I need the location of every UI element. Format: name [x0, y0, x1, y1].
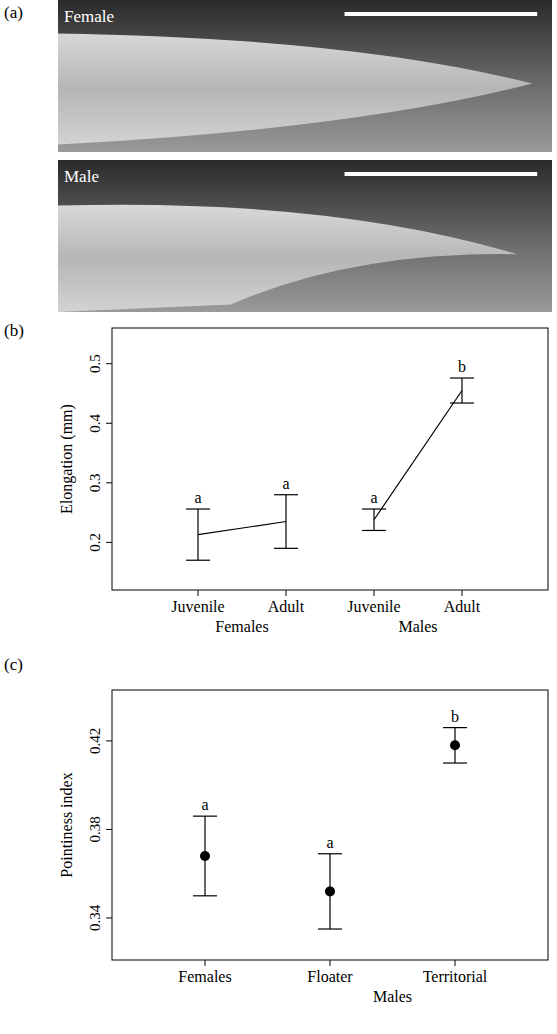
x-tick-label: Floater [307, 968, 353, 985]
error-cap [274, 494, 298, 495]
error-cap [274, 548, 298, 549]
scale-bar [345, 172, 538, 176]
x-tick [286, 590, 287, 596]
figure: (a) Female Male (b) 0.2 0.3 0.4 0.5 Elongation (… [0, 0, 557, 1034]
plot-marks [193, 728, 467, 929]
error-cap [450, 377, 474, 378]
x-tick-label: Adult [444, 598, 481, 615]
y-tick-label: 0.4 [87, 413, 103, 432]
error-bar [197, 509, 198, 560]
plot-frame [112, 328, 548, 590]
y-tick [106, 482, 112, 483]
point [450, 740, 460, 750]
plot-marks [186, 378, 474, 560]
series-line [374, 391, 462, 520]
error-cap [362, 508, 386, 509]
plot-frame [112, 690, 548, 960]
error-cap [318, 853, 342, 854]
y-tick-label: 0.34 [87, 904, 103, 931]
y-tick-label: 0.2 [87, 533, 103, 552]
error-cap [186, 560, 210, 561]
photo [58, 0, 552, 152]
group-label: Females [215, 618, 268, 635]
group-label: Males [373, 988, 412, 1005]
error-cap [186, 508, 210, 509]
error-cap [193, 816, 217, 817]
point [325, 886, 335, 896]
letter-label: a [201, 796, 208, 813]
x-tick [462, 590, 463, 596]
error-bar [461, 378, 462, 403]
panel-label: (c) [4, 655, 23, 674]
error-bar [285, 495, 286, 549]
error-cap [443, 762, 467, 763]
letter-label: a [326, 834, 333, 851]
series-line [198, 522, 286, 535]
letter-label: a [370, 489, 377, 506]
error-cap [318, 928, 342, 929]
x-tick [330, 960, 331, 966]
error-cap [450, 402, 474, 403]
y-tick-label: 0.5 [87, 354, 103, 373]
image-label: Female [64, 7, 114, 26]
scale-bar [345, 12, 538, 16]
error-bar [373, 509, 374, 530]
y-tick-label: 0.42 [87, 728, 103, 754]
x-tick-label: Juvenile [347, 598, 400, 615]
point [200, 851, 210, 861]
specimen [58, 33, 532, 144]
x-tick [455, 960, 456, 966]
y-tick [106, 917, 112, 918]
x-tick-label: Females [178, 968, 231, 985]
y-tick [106, 740, 112, 741]
letter-label: b [451, 708, 459, 725]
group-label: Males [398, 618, 437, 635]
y-axis-title: Elongation (mm) [58, 404, 76, 514]
y-tick-label: 0.3 [87, 473, 103, 492]
panel-label: (a) [4, 3, 23, 22]
panel-label: (b) [4, 321, 24, 340]
y-tick [106, 829, 112, 830]
image-label: Male [64, 167, 99, 186]
error-cap [362, 530, 386, 531]
specimen [58, 205, 517, 312]
x-tick [198, 590, 199, 596]
letter-label: b [458, 358, 466, 375]
y-tick-label: 0.38 [87, 816, 103, 842]
x-tick-label: Territorial [423, 968, 488, 985]
error-cap [443, 727, 467, 728]
x-tick-label: Adult [268, 598, 305, 615]
x-tick [374, 590, 375, 596]
letter-label: a [282, 475, 289, 492]
photo [58, 160, 552, 312]
y-tick [106, 423, 112, 424]
letter-label: a [194, 489, 201, 506]
x-tick-label: Juvenile [171, 598, 224, 615]
x-tick [205, 960, 206, 966]
y-tick [106, 542, 112, 543]
y-tick [106, 363, 112, 364]
error-cap [193, 895, 217, 896]
y-axis-title: Pointiness index [58, 772, 75, 877]
